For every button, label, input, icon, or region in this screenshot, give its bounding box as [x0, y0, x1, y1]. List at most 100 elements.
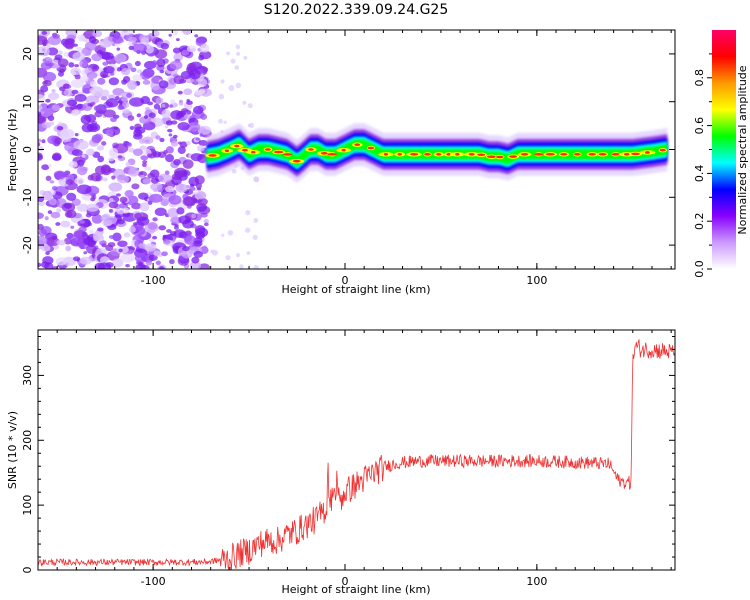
noise-blob [203, 218, 209, 224]
noise-blob [127, 80, 138, 90]
noise-blob [50, 211, 61, 219]
noise-blob [47, 92, 60, 100]
ridge-peak [383, 152, 389, 156]
noise-blob [60, 220, 71, 228]
noise-blob [175, 38, 180, 42]
noise-blob [145, 260, 153, 266]
noise-blob [40, 261, 50, 268]
noise-blob [142, 178, 151, 185]
noise-blob [43, 57, 53, 64]
ridge-peak [273, 150, 284, 154]
noise-blob [191, 256, 200, 264]
noise-blob [45, 43, 51, 48]
noise-blob [40, 85, 49, 93]
noise-blob [177, 122, 190, 131]
noise-blob [161, 251, 168, 257]
noise-blob [45, 251, 50, 255]
noise-blob [47, 210, 53, 214]
noise-blob [66, 192, 77, 202]
noise-blob [181, 30, 193, 35]
noise-blob [194, 34, 199, 38]
noise-blob [115, 96, 120, 101]
noise-blob [155, 135, 161, 140]
noise-blob [161, 109, 171, 119]
noise-blob [169, 231, 177, 236]
noise-blob [167, 207, 179, 218]
noise-blob [173, 158, 181, 166]
noise-blob [198, 139, 208, 146]
noise-blob [100, 165, 112, 176]
noise-blob [102, 177, 108, 182]
noise-blob [153, 250, 162, 257]
noise-blob [133, 148, 143, 156]
colorbar-tick-label: 0.6 [693, 117, 706, 135]
noise-blob [51, 89, 56, 93]
noise-blob [82, 83, 92, 94]
noise-blob [86, 245, 97, 254]
noise-blob [71, 109, 80, 117]
noise-blob [108, 157, 114, 162]
snr-y-axis-label: SNR (10 * v/v) [6, 411, 19, 489]
noise-blob [97, 155, 105, 163]
noise-blob [48, 116, 54, 121]
ridge-peak [560, 152, 568, 156]
noise-blob [87, 240, 96, 248]
noise-blob [182, 219, 194, 229]
noise-blob [246, 251, 251, 256]
noise-blob [172, 134, 178, 139]
noise-blob [182, 196, 197, 207]
noise-blob [173, 75, 185, 85]
ridge-peak [574, 152, 581, 156]
noise-blob [85, 213, 92, 218]
noise-blob [64, 170, 71, 176]
noise-blob [79, 220, 86, 224]
noise-blob [76, 103, 83, 110]
colorbar-tick-label: 0.0 [693, 260, 706, 278]
noise-blob [170, 140, 179, 147]
noise-blob [126, 142, 132, 146]
noise-blob [99, 256, 110, 265]
noise-blob [91, 134, 102, 143]
noise-blob [100, 214, 110, 222]
noise-blob [150, 186, 156, 190]
x-tick-label: -100 [141, 575, 166, 588]
noise-blob [243, 55, 248, 60]
noise-blob [186, 98, 190, 103]
noise-blob [48, 197, 57, 206]
colorbar-tick-label: 0.8 [693, 69, 706, 87]
x-tick-label: 0 [341, 274, 348, 287]
noise-blob [62, 256, 77, 267]
noise-blob [168, 33, 172, 37]
noise-blob [120, 96, 128, 102]
noise-blob [114, 53, 127, 63]
noise-blob [102, 61, 109, 66]
noise-blob [170, 120, 178, 125]
noise-blob [147, 172, 156, 179]
y-tick-label: -20 [21, 236, 34, 254]
noise-blob [186, 140, 191, 146]
noise-blob [53, 170, 66, 180]
noise-blob [242, 100, 247, 105]
noise-blob [178, 101, 184, 106]
noise-blob [77, 34, 86, 42]
noise-blob [45, 175, 52, 182]
noise-blob [59, 86, 66, 92]
noise-blob [97, 77, 106, 85]
ridge-peak [320, 151, 328, 155]
spectrogram-x-axis-label: Height of straight line (km) [281, 283, 430, 296]
noise-blob [86, 71, 98, 79]
noise-blob [198, 54, 205, 61]
noise-blob [168, 194, 182, 205]
noise-blob [152, 151, 162, 158]
noise-blob [38, 94, 45, 103]
ridge-peak [367, 146, 375, 150]
noise-blob [41, 164, 50, 171]
noise-blob [159, 137, 165, 143]
noise-blob [69, 234, 83, 244]
noise-blob [191, 213, 197, 219]
ridge-peak [283, 153, 293, 156]
noise-blob [235, 82, 242, 89]
noise-blob [169, 104, 174, 108]
noise-blob [58, 121, 63, 125]
